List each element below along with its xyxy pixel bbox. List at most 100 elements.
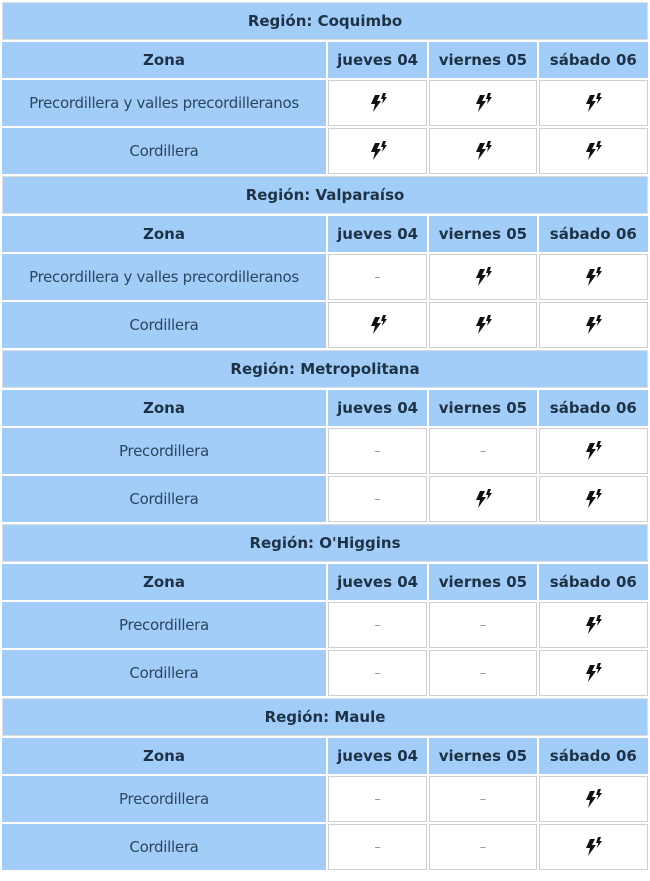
thunderstorm-lightning-icon	[581, 267, 605, 286]
zone-column-header: Zona	[2, 390, 326, 426]
no-alert-dash: –	[374, 839, 381, 855]
thunderstorm-lightning-icon	[581, 315, 605, 334]
zone-column-header: Zona	[2, 216, 326, 252]
storm-cell	[327, 128, 428, 174]
storm-cell	[538, 128, 648, 174]
no-alert-cell: –	[327, 254, 428, 300]
no-alert-cell: –	[327, 476, 428, 522]
column-header-row: Zona jueves 04 viernes 05 sábado 06	[2, 564, 648, 600]
storm-cell	[429, 476, 537, 522]
zone-name: Cordillera	[2, 824, 326, 870]
table-row: Cordillera –	[2, 476, 648, 522]
day-column-header: jueves 04	[327, 42, 428, 78]
thunderstorm-lightning-icon	[471, 93, 495, 112]
zone-name: Cordillera	[2, 650, 326, 696]
region-header-row: Región: Coquimbo	[2, 2, 648, 40]
thunderstorm-lightning-icon	[471, 315, 495, 334]
no-alert-cell: –	[327, 428, 428, 474]
zone-name: Cordillera	[2, 128, 326, 174]
no-alert-cell: –	[429, 776, 537, 822]
thunderstorm-lightning-icon	[471, 489, 495, 508]
region-title: Región: O'Higgins	[2, 524, 648, 562]
region-header-row: Región: O'Higgins	[2, 524, 648, 562]
day-column-header: jueves 04	[327, 564, 428, 600]
zone-name: Precordillera y valles precordilleranos	[2, 254, 326, 300]
storm-cell	[538, 476, 648, 522]
column-header-row: Zona jueves 04 viernes 05 sábado 06	[2, 42, 648, 78]
thunderstorm-lightning-icon	[366, 141, 390, 160]
zone-column-header: Zona	[2, 738, 326, 774]
thunderstorm-lightning-icon	[581, 441, 605, 460]
no-alert-dash: –	[479, 665, 487, 681]
column-header-row: Zona jueves 04 viernes 05 sábado 06	[2, 738, 648, 774]
thunderstorm-lightning-icon	[581, 93, 605, 112]
no-alert-cell: –	[429, 650, 537, 696]
no-alert-dash: –	[479, 791, 487, 807]
column-header-row: Zona jueves 04 viernes 05 sábado 06	[2, 216, 648, 252]
region-title: Región: Maule	[2, 698, 648, 736]
no-alert-cell: –	[429, 428, 537, 474]
day-column-header: viernes 05	[429, 42, 537, 78]
zone-name: Cordillera	[2, 302, 326, 348]
storm-cell	[538, 776, 648, 822]
storm-cell	[538, 602, 648, 648]
no-alert-dash: –	[374, 617, 381, 633]
storm-cell	[538, 302, 648, 348]
no-alert-dash: –	[374, 491, 381, 507]
day-column-header: jueves 04	[327, 390, 428, 426]
table-row: Precordillera y valles precordilleranos	[2, 80, 648, 126]
zone-name: Cordillera	[2, 476, 326, 522]
region-title: Región: Valparaíso	[2, 176, 648, 214]
thunderstorm-lightning-icon	[581, 837, 605, 856]
day-column-header: viernes 05	[429, 216, 537, 252]
region-header-row: Región: Metropolitana	[2, 350, 648, 388]
table-row: Cordillera – –	[2, 824, 648, 870]
table-row: Precordillera – –	[2, 602, 648, 648]
thunderstorm-lightning-icon	[581, 663, 605, 682]
thunderstorm-lightning-icon	[471, 141, 495, 160]
zone-column-header: Zona	[2, 564, 326, 600]
thunderstorm-lightning-icon	[581, 489, 605, 508]
storm-cell	[327, 80, 428, 126]
storm-cell	[429, 128, 537, 174]
table-row: Precordillera y valles precordilleranos –	[2, 254, 648, 300]
zone-name: Precordillera	[2, 776, 326, 822]
day-column-header: sábado 06	[538, 216, 648, 252]
region-title: Región: Metropolitana	[2, 350, 648, 388]
day-column-header: viernes 05	[429, 738, 537, 774]
table-row: Cordillera	[2, 128, 648, 174]
region-header-row: Región: Valparaíso	[2, 176, 648, 214]
no-alert-cell: –	[327, 602, 428, 648]
zone-name: Precordillera	[2, 602, 326, 648]
zone-name: Precordillera	[2, 428, 326, 474]
day-column-header: viernes 05	[429, 390, 537, 426]
storm-cell	[538, 824, 648, 870]
thunderstorm-lightning-icon	[581, 141, 605, 160]
no-alert-dash: –	[374, 791, 381, 807]
storm-cell	[538, 650, 648, 696]
no-alert-dash: –	[374, 269, 381, 285]
storm-cell	[429, 254, 537, 300]
no-alert-cell: –	[429, 824, 537, 870]
day-column-header: sábado 06	[538, 564, 648, 600]
storm-cell	[327, 302, 428, 348]
day-column-header: jueves 04	[327, 216, 428, 252]
table-row: Cordillera – –	[2, 650, 648, 696]
thunderstorm-lightning-icon	[581, 789, 605, 808]
no-alert-cell: –	[327, 776, 428, 822]
no-alert-cell: –	[327, 824, 428, 870]
day-column-header: sábado 06	[538, 42, 648, 78]
day-column-header: sábado 06	[538, 390, 648, 426]
no-alert-dash: –	[479, 839, 487, 855]
no-alert-cell: –	[327, 650, 428, 696]
region-header-row: Región: Maule	[2, 698, 648, 736]
thunderstorm-lightning-icon	[581, 615, 605, 634]
thunderstorm-lightning-icon	[366, 93, 390, 112]
no-alert-dash: –	[374, 443, 381, 459]
storm-cell	[538, 254, 648, 300]
no-alert-dash: –	[374, 665, 381, 681]
thunderstorm-lightning-icon	[471, 267, 495, 286]
column-header-row: Zona jueves 04 viernes 05 sábado 06	[2, 390, 648, 426]
thunderstorm-lightning-icon	[366, 315, 390, 334]
no-alert-dash: –	[479, 617, 487, 633]
